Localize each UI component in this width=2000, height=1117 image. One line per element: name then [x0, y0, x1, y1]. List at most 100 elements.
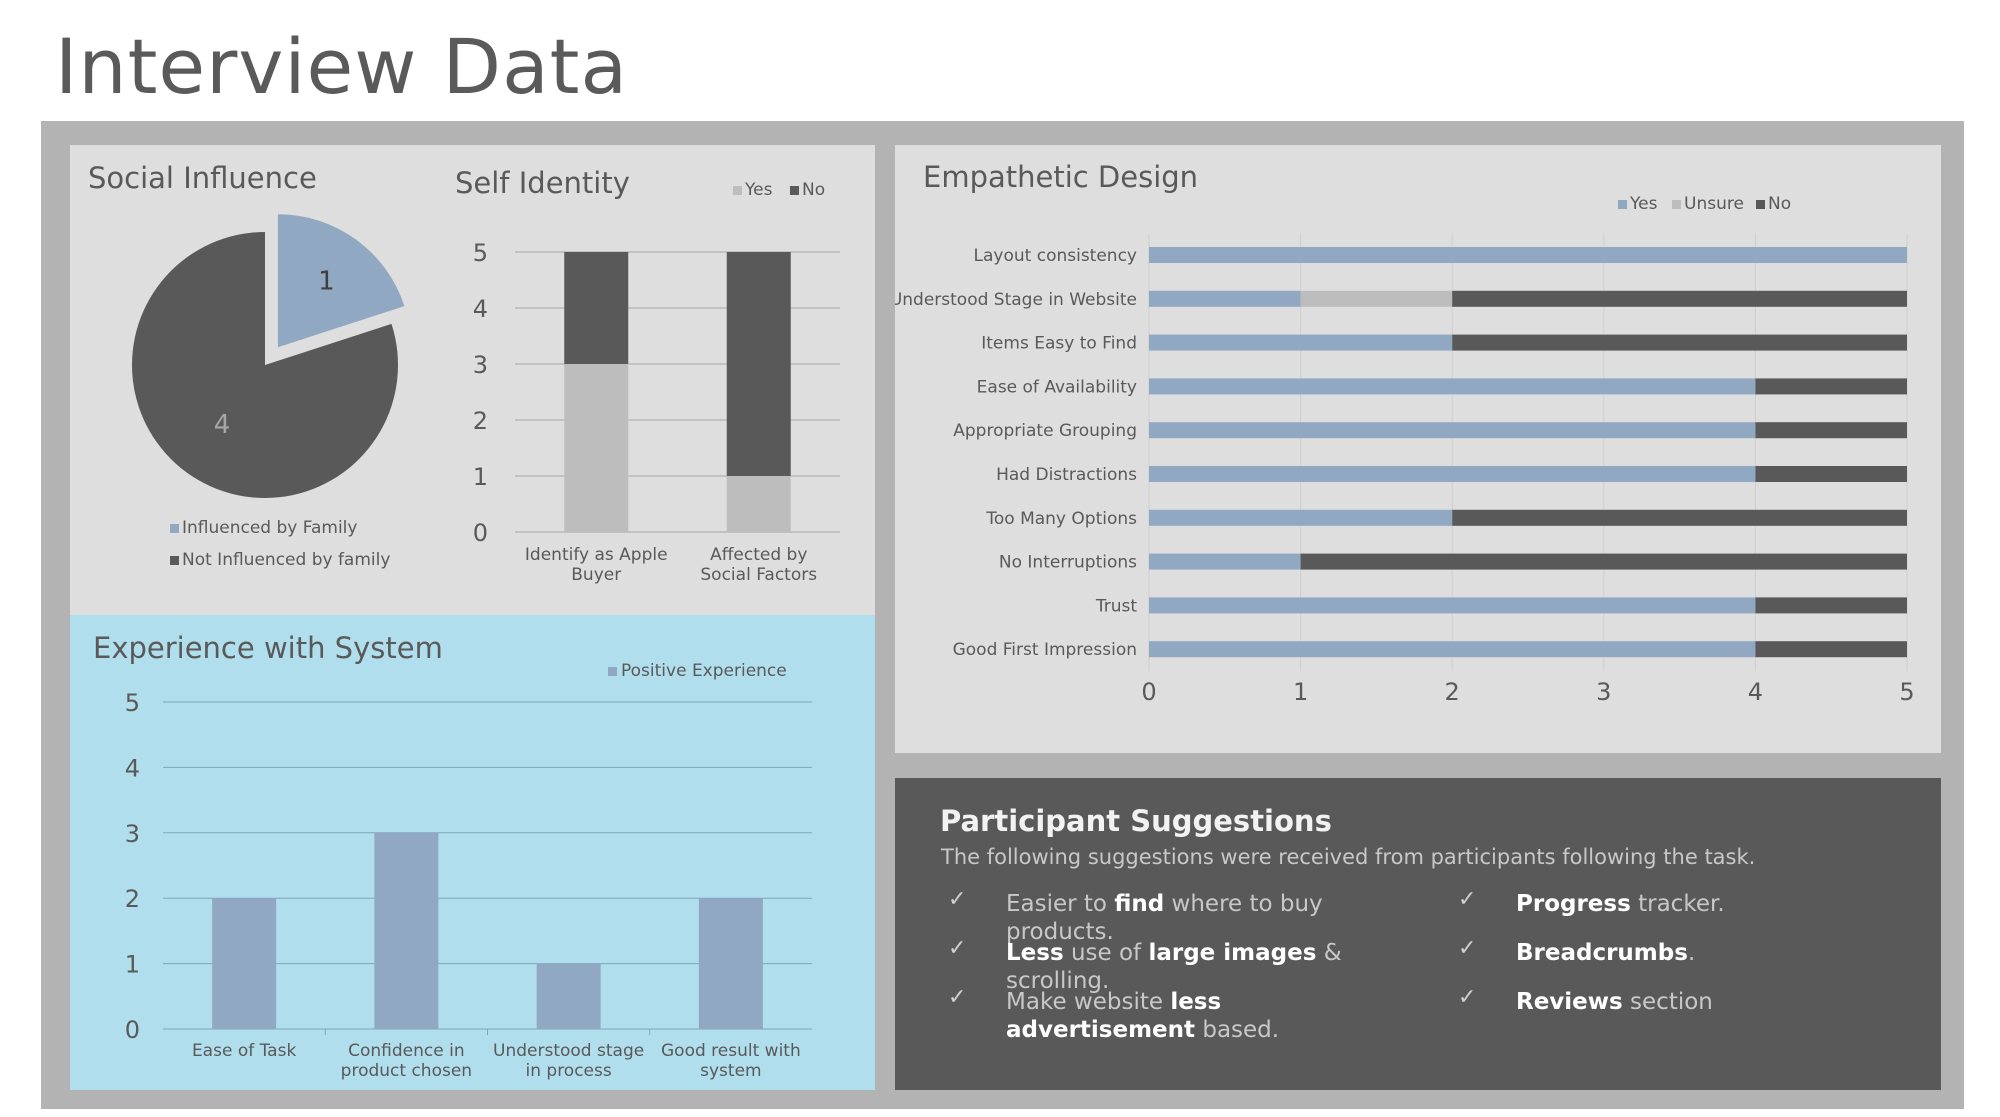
y-category-label: Good First Impression: [953, 640, 1137, 660]
legend-label: Yes: [744, 180, 773, 200]
legend-swatch: [790, 186, 799, 195]
pie-chart: 14: [132, 214, 405, 498]
y-category-label: Ease of Availability: [977, 377, 1137, 397]
y-tick-label: 1: [125, 951, 140, 979]
y-category-label: Understood Stage in Website: [895, 290, 1137, 310]
self-identity-bars: [564, 252, 791, 532]
x-category-label: Ease of Task: [192, 1041, 297, 1061]
empathetic-bars: [1149, 247, 1907, 658]
legend-label: Unsure: [1684, 194, 1744, 214]
self-identity-axis-labels: Identify as Apple Buyer Affected by Social …: [525, 545, 817, 585]
legend-swatch: [1672, 200, 1681, 209]
pie-slice: [132, 232, 399, 498]
x-tick-label: 1: [1293, 678, 1308, 706]
stacked-bar-segment: [1149, 509, 1453, 526]
legend-label: Yes: [1629, 194, 1658, 214]
stacked-bar-segment: [726, 252, 791, 476]
check-icon: ✓: [948, 985, 967, 1010]
suggestions-subtitle: The following suggestions were received …: [941, 845, 1756, 869]
stacked-bar-segment: [726, 476, 791, 532]
suggestion-item: Make website less advertisement based.: [1006, 989, 1280, 1043]
check-icon: ✓: [1458, 887, 1477, 912]
legend-swatch: [170, 556, 179, 565]
check-icon: ✓: [948, 887, 967, 912]
stacked-bar-segment: [1755, 641, 1907, 658]
x-category-label: Affected by Social Factors: [700, 545, 817, 585]
experience-chart: Experience with System Positive Experien…: [93, 631, 812, 1081]
check-icon: ✓: [948, 936, 967, 961]
y-tick-label: 4: [125, 754, 140, 782]
empathetic-chart: Empathetic Design Yes Unsure No 0 1 2 3 4 5 Lay…: [890, 160, 1915, 706]
y-tick-label: 4: [473, 295, 488, 323]
legend-label: Positive Experience: [621, 661, 787, 681]
bar: [212, 898, 277, 1029]
experience-legend: Positive Experience: [608, 661, 787, 681]
y-tick-label: 5: [125, 689, 140, 717]
pie-legend: Influenced by Family Not Influenced by fa…: [170, 518, 390, 570]
pie-slice-label: 1: [318, 266, 335, 296]
stacked-bar-segment: [1149, 597, 1756, 614]
suggestion-item: Breadcrumbs.: [1516, 940, 1696, 966]
stacked-bar-segment: [1300, 553, 1907, 570]
x-category-label: Identify as Apple Buyer: [525, 545, 668, 585]
bar: [536, 963, 601, 1029]
bar: [374, 832, 439, 1029]
legend-swatch: [1618, 200, 1627, 209]
stacked-bar-segment: [1755, 378, 1907, 395]
suggestion-item: Easier to find where to buy products.: [1006, 891, 1323, 945]
legend-swatch: [733, 186, 742, 195]
stacked-bar-segment: [1755, 597, 1907, 614]
pie-slice: [277, 214, 405, 348]
stacked-bar-segment: [1149, 247, 1907, 263]
x-tick-label: 5: [1899, 678, 1914, 706]
experience-axis-labels: Ease of Task Confidence in product chosen U…: [192, 1041, 801, 1081]
legend-label: Influenced by Family: [182, 518, 357, 538]
x-category-label: Understood stage in process: [493, 1041, 644, 1081]
y-category-label: Had Distractions: [996, 465, 1137, 485]
empathetic-axis-labels: Layout consistency Understood Stage in We…: [890, 246, 1138, 660]
empathetic-legend: Yes Unsure No: [1618, 194, 1791, 214]
empathetic-panel: Empathetic Design Yes Unsure No 0 1 2 3 4 5 Lay…: [890, 145, 1941, 753]
y-category-label: No Interruptions: [999, 553, 1137, 573]
stacked-bar-segment: [1452, 334, 1907, 351]
stacked-bar-segment: [1755, 466, 1907, 482]
stacked-bar-segment: [1149, 641, 1756, 658]
legend-label: No: [1768, 194, 1791, 214]
stacked-bar-segment: [1452, 509, 1907, 526]
x-category-label: Good result with system: [661, 1041, 801, 1081]
y-tick-label: 2: [473, 407, 488, 435]
suggestions-panel: Participant Suggestions The following su…: [895, 778, 1941, 1090]
experience-bars: [212, 832, 763, 1029]
x-tick-label: 4: [1748, 678, 1763, 706]
y-tick-label: 3: [125, 820, 140, 848]
stacked-bar-segment: [1149, 422, 1756, 439]
y-tick-label: 5: [473, 239, 488, 267]
stacked-bar-segment: [1452, 290, 1907, 307]
experience-title: Experience with System: [93, 631, 443, 665]
suggestion-item: Less use of large images & scrolling.: [1006, 940, 1342, 994]
pie-title: Social Influence: [88, 161, 317, 195]
stacked-bar-segment: [1755, 422, 1907, 439]
check-icon: ✓: [1458, 985, 1477, 1010]
stacked-bar-segment: [1149, 466, 1756, 482]
y-category-label: Trust: [1095, 596, 1138, 616]
suggestion-item: Progress tracker.: [1516, 891, 1725, 917]
legend-swatch: [170, 524, 179, 533]
self-identity-legend: Yes No: [733, 180, 825, 200]
legend-label: Not Influenced by family: [182, 550, 390, 570]
legend-label: No: [802, 180, 825, 200]
x-tick-label: 3: [1596, 678, 1611, 706]
y-tick-label: 0: [473, 519, 488, 547]
pie-slice-label: 4: [214, 410, 231, 440]
stacked-bar-segment: [1149, 334, 1453, 351]
y-tick-label: 3: [473, 351, 488, 379]
y-tick-label: 2: [125, 885, 140, 913]
y-tick-label: 0: [125, 1016, 140, 1044]
y-category-label: Layout consistency: [974, 246, 1137, 266]
legend-swatch: [608, 667, 617, 676]
y-category-label: Too Many Options: [985, 509, 1137, 529]
x-tick-label: 0: [1141, 678, 1156, 706]
x-category-label: Confidence in product chosen: [341, 1041, 472, 1081]
empathetic-title: Empathetic Design: [923, 160, 1198, 194]
